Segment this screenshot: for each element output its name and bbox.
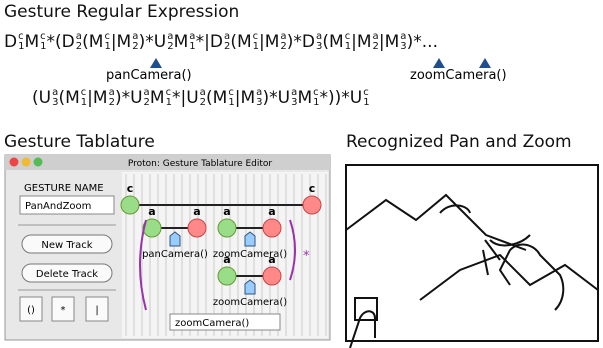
input-value: zoomCamera() [175, 318, 249, 329]
minimize[interactable] [22, 158, 31, 167]
action: panCamera() [142, 249, 208, 260]
repeat: * [303, 249, 310, 264]
window-title: Proton: Gesture Tablature Editor [128, 159, 273, 169]
button-label: Delete Track [36, 269, 98, 280]
operator: * [61, 305, 66, 316]
node-label: a [268, 253, 275, 266]
node-label: c [127, 182, 134, 195]
button-label: New Track [41, 240, 92, 251]
close[interactable] [10, 158, 19, 167]
node-label: a [148, 205, 155, 218]
page: Gesture Regular Expression Dc1Mc1*(Da2(M… [0, 0, 603, 348]
label: GESTURE NAME [24, 183, 104, 194]
tablet-sketch [346, 165, 598, 348]
node-label: c [309, 182, 316, 195]
node-label: a [268, 205, 275, 218]
figure: Proton: Gesture Tablature Editor GESTURE… [0, 0, 603, 348]
input-value: PanAndZoom [25, 201, 91, 212]
operator: () [27, 305, 35, 316]
node-label: a [223, 205, 230, 218]
operator: | [95, 305, 98, 316]
zoom[interactable] [34, 158, 43, 167]
node-label: a [223, 253, 230, 266]
action: zoomCamera() [213, 297, 287, 308]
node-label: a [193, 205, 200, 218]
